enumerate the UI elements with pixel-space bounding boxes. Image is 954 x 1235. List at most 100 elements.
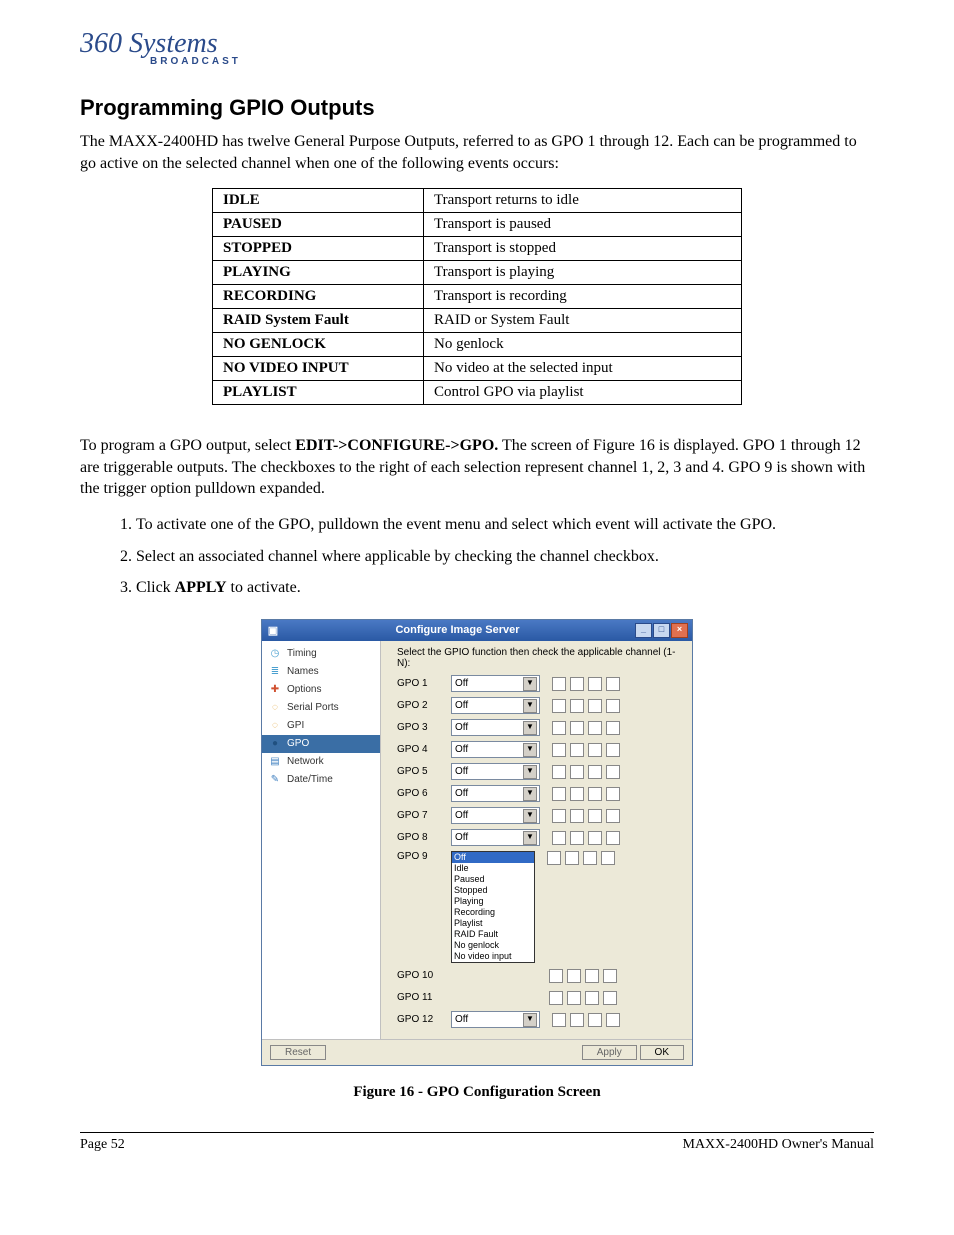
sidebar-item-network[interactable]: ▤ Network: [262, 753, 380, 771]
manual-title: MAXX-2400HD Owner's Manual: [683, 1137, 875, 1153]
channel-checkbox[interactable]: [552, 1013, 566, 1027]
channel-checkbox[interactable]: [588, 721, 602, 735]
channel-checkbox[interactable]: [588, 1013, 602, 1027]
channel-checkbox[interactable]: [552, 765, 566, 779]
reset-button[interactable]: Reset: [270, 1045, 326, 1060]
gpo-select[interactable]: Off▼: [451, 719, 540, 736]
dropdown-option[interactable]: Stopped: [452, 885, 534, 896]
channel-checkbox[interactable]: [570, 765, 584, 779]
channel-checkbox[interactable]: [570, 721, 584, 735]
channel-checkbox[interactable]: [552, 699, 566, 713]
channel-checkbox[interactable]: [570, 677, 584, 691]
channel-checkbox[interactable]: [606, 1013, 620, 1027]
event-row: PAUSEDTransport is paused: [213, 213, 742, 237]
sidebar-item-names[interactable]: ≣Names: [262, 663, 380, 681]
sidebar-icon: ▤: [268, 755, 282, 769]
channel-checkbox[interactable]: [588, 765, 602, 779]
channel-checkbox[interactable]: [567, 991, 581, 1005]
minimize-button[interactable]: _: [635, 623, 652, 638]
channel-checkbox[interactable]: [552, 677, 566, 691]
close-button[interactable]: ×: [671, 623, 688, 638]
channel-checkbox[interactable]: [606, 677, 620, 691]
event-desc: Transport is stopped: [424, 237, 742, 261]
channel-checkbox[interactable]: [547, 851, 561, 865]
dropdown-option[interactable]: No genlock: [452, 940, 534, 951]
sidebar-item-options[interactable]: ✚ Options: [262, 681, 380, 699]
channel-checkbox[interactable]: [606, 721, 620, 735]
apply-button[interactable]: Apply: [582, 1045, 637, 1060]
dropdown-option[interactable]: Paused: [452, 874, 534, 885]
channel-checkbox[interactable]: [606, 787, 620, 801]
channel-checkbox[interactable]: [606, 831, 620, 845]
channel-checkbox[interactable]: [552, 831, 566, 845]
event-key: RAID System Fault: [213, 309, 424, 333]
channel-checkbox[interactable]: [606, 743, 620, 757]
channel-checkbox[interactable]: [603, 991, 617, 1005]
sidebar-item-timing[interactable]: ◷Timing: [262, 645, 380, 663]
channel-checkboxes: [552, 743, 620, 757]
dropdown-option[interactable]: RAID Fault: [452, 929, 534, 940]
dropdown-option[interactable]: Playing: [452, 896, 534, 907]
gpo-select[interactable]: Off▼: [451, 697, 540, 714]
channel-checkbox[interactable]: [570, 787, 584, 801]
channel-checkbox[interactable]: [588, 787, 602, 801]
dropdown-option[interactable]: Off: [452, 852, 534, 863]
channel-checkbox[interactable]: [570, 699, 584, 713]
channel-checkbox[interactable]: [585, 969, 599, 983]
sidebar-item-gpi[interactable]: ◌GPI: [262, 717, 380, 735]
channel-checkbox[interactable]: [588, 809, 602, 823]
channel-checkbox[interactable]: [606, 765, 620, 779]
channel-checkbox[interactable]: [549, 991, 563, 1005]
channel-checkbox[interactable]: [606, 699, 620, 713]
channel-checkbox[interactable]: [601, 851, 615, 865]
dropdown-option[interactable]: Idle: [452, 863, 534, 874]
sidebar-label: Network: [287, 756, 324, 767]
channel-checkbox[interactable]: [552, 787, 566, 801]
ok-button[interactable]: OK: [640, 1045, 684, 1060]
gpo-select[interactable]: Off▼: [451, 741, 540, 758]
channel-checkboxes: [552, 809, 620, 823]
channel-checkboxes: [552, 721, 620, 735]
gpo-select[interactable]: Off▼: [451, 785, 540, 802]
maximize-button[interactable]: □: [653, 623, 670, 638]
sidebar-icon: ✚: [268, 683, 282, 697]
channel-checkbox[interactable]: [552, 809, 566, 823]
channel-checkbox[interactable]: [565, 851, 579, 865]
event-desc: Transport is recording: [424, 285, 742, 309]
channel-checkbox[interactable]: [567, 969, 581, 983]
channel-checkbox[interactable]: [583, 851, 597, 865]
channel-checkbox[interactable]: [570, 743, 584, 757]
channel-checkbox[interactable]: [552, 721, 566, 735]
config-screenshot: ▣ Configure Image Server _ □ × ◷Timing≣N…: [261, 619, 693, 1066]
channel-checkbox[interactable]: [588, 743, 602, 757]
channel-checkbox[interactable]: [570, 1013, 584, 1027]
channel-checkbox[interactable]: [570, 809, 584, 823]
channel-checkbox[interactable]: [588, 677, 602, 691]
sidebar-item-serial-ports[interactable]: ◌Serial Ports: [262, 699, 380, 717]
sidebar-label: Options: [287, 684, 321, 695]
gpo-row: GPO 6Off▼: [397, 785, 680, 803]
gpo-select[interactable]: Off▼: [451, 807, 540, 824]
channel-checkbox[interactable]: [570, 831, 584, 845]
channel-checkbox[interactable]: [588, 831, 602, 845]
channel-checkbox[interactable]: [552, 743, 566, 757]
dropdown-option[interactable]: Recording: [452, 907, 534, 918]
gpo-select[interactable]: Off▼: [451, 763, 540, 780]
gpo-select[interactable]: Off▼: [451, 1011, 540, 1028]
channel-checkbox[interactable]: [603, 969, 617, 983]
sidebar: ◷Timing≣Names ✚ Options ◌Serial Ports◌GPI●G…: [262, 641, 381, 1039]
sidebar-item-gpo[interactable]: ●GPO: [262, 735, 380, 753]
gpo-select[interactable]: Off▼: [451, 675, 540, 692]
gpo-select[interactable]: Off▼: [451, 829, 540, 846]
step-1: To activate one of the GPO, pulldown the…: [136, 514, 874, 536]
channel-checkbox[interactable]: [588, 699, 602, 713]
channel-checkbox[interactable]: [606, 809, 620, 823]
gpo-dropdown-list[interactable]: OffIdlePausedStoppedPlayingRecordingPlay…: [451, 851, 535, 963]
dropdown-option[interactable]: Playlist: [452, 918, 534, 929]
sidebar-item-date-time[interactable]: ✎Date/Time: [262, 771, 380, 789]
channel-checkbox[interactable]: [549, 969, 563, 983]
channel-checkbox[interactable]: [585, 991, 599, 1005]
event-key: STOPPED: [213, 237, 424, 261]
channel-checkboxes: [552, 1013, 620, 1027]
dropdown-option[interactable]: No video input: [452, 951, 534, 962]
